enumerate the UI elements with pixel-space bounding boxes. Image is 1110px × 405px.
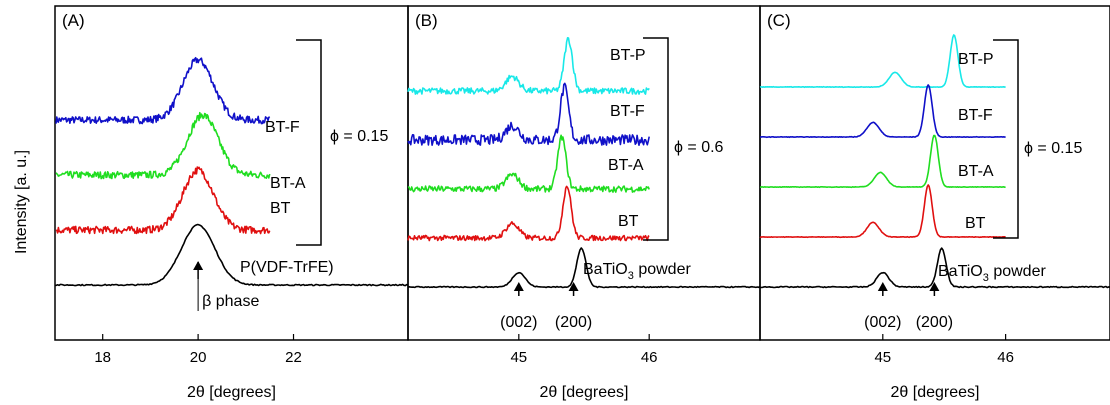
series-label-bt: BT <box>270 200 291 217</box>
x-axis-title: 2θ [degrees] <box>187 384 276 401</box>
y-axis-title: Intensity [a. u.] <box>13 150 30 254</box>
x-tick-label: 46 <box>641 349 658 366</box>
series-line-bt <box>759 184 1006 239</box>
series-label-bt-f: BT-F <box>958 107 993 124</box>
panel-label: (C) <box>767 11 791 30</box>
series-line-bt-f <box>55 56 271 125</box>
series-line-bt-a <box>55 111 271 180</box>
plot-frame <box>407 5 761 341</box>
annotation-arrow-head <box>929 282 940 291</box>
group-bracket <box>993 39 1019 239</box>
x-tick-label: 46 <box>997 349 1014 366</box>
annotation-arrow-head <box>513 282 524 291</box>
series-line-bt-a <box>407 134 650 193</box>
x-tick-label: 20 <box>190 349 207 366</box>
series-line-p-vdf-trfe <box>54 223 409 287</box>
series-label-bt-p: BT-P <box>958 51 994 68</box>
annotation-label: (002) <box>500 314 537 331</box>
chart-panels: (A) 18 20 22 2θ [degrees] BT-F BT-A BT P(VDF-TrF… <box>54 5 1110 401</box>
panel-2: (C) 45 46 2θ [degrees] BT-P BT-F BT-A BT BaTiO3 … <box>759 5 1110 401</box>
series-label-batio3-powder: BaTiO3 powder <box>938 263 1046 284</box>
phi-label: ϕ = 0.15 <box>1024 140 1082 157</box>
panel-label: (B) <box>415 11 438 30</box>
series-line-bt-a <box>759 134 1006 189</box>
series-line-bt-p <box>407 37 650 95</box>
series-label-bt-f: BT-F <box>265 119 300 136</box>
annotation-arrow-head <box>193 261 204 270</box>
panel-label: (A) <box>62 11 85 30</box>
series-label-bt-f: BT-F <box>610 103 645 120</box>
group-bracket <box>643 37 669 241</box>
series-label-bt: BT <box>618 213 639 230</box>
phi-label: ϕ = 0.6 <box>674 139 724 156</box>
group-bracket <box>296 39 322 246</box>
series-line-bt <box>407 185 650 242</box>
series-label-p-vdf-trfe: P(VDF-TrFE) <box>240 259 334 276</box>
phi-label: ϕ = 0.15 <box>330 128 388 145</box>
x-axis-title: 2θ [degrees] <box>891 384 980 401</box>
annotation-arrow-head <box>877 282 888 291</box>
x-tick-label: 22 <box>285 349 302 366</box>
annotation-label: β phase <box>202 293 259 310</box>
series-line-bt <box>55 166 271 235</box>
panel-0: (A) 18 20 22 2θ [degrees] BT-F BT-A BT P(VDF-TrF… <box>54 5 409 401</box>
x-tick-label: 45 <box>874 349 891 366</box>
series-label-batio3-powder: BaTiO3 powder <box>583 261 691 282</box>
series-line-bt-f <box>760 84 1006 139</box>
x-axis-title: 2θ [degrees] <box>540 384 629 401</box>
x-tick-label: 18 <box>94 349 111 366</box>
annotation-arrow-head <box>568 282 579 291</box>
annotation-label: (200) <box>555 314 592 331</box>
series-line-bt-f <box>407 82 650 146</box>
annotation-label: (002) <box>864 314 901 331</box>
series-label-bt-a: BT-A <box>270 175 306 192</box>
series-line-batio3-powder <box>407 247 761 289</box>
panel-1: (B) 45 46 2θ [degrees] BT-P BT-F BT-A BT BaTiO3 … <box>407 5 761 401</box>
x-tick-label: 45 <box>510 349 527 366</box>
plot-frame <box>759 5 1110 341</box>
series-label-bt-p: BT-P <box>610 47 646 64</box>
annotation-label: (200) <box>916 314 953 331</box>
series-line-batio3-powder <box>759 247 1110 289</box>
series-label-bt-a: BT-A <box>608 157 644 174</box>
series-label-bt: BT <box>965 215 986 232</box>
series-line-bt-p <box>759 34 1006 89</box>
series-label-bt-a: BT-A <box>958 163 994 180</box>
